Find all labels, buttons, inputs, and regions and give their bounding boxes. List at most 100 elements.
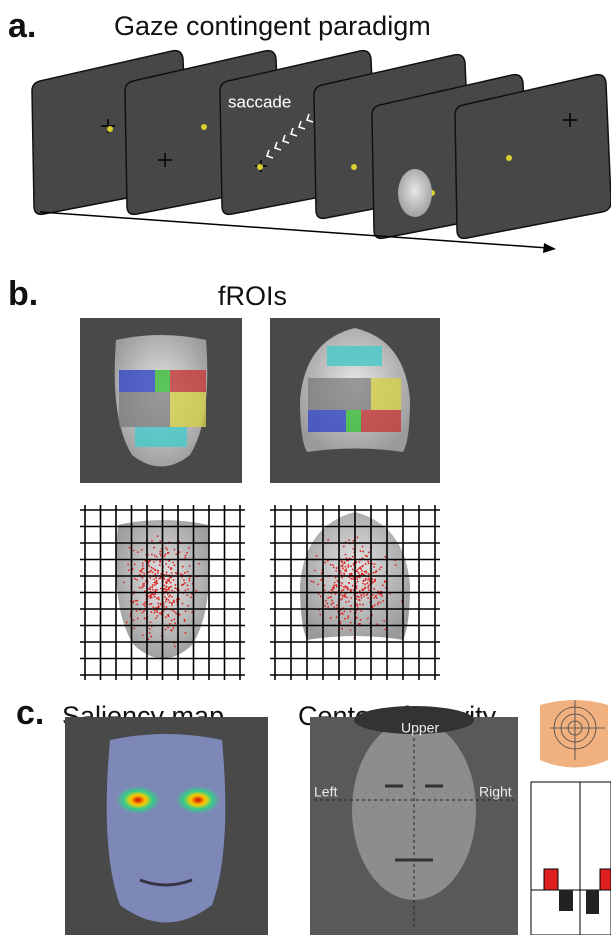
fixation-dot xyxy=(360,619,362,621)
fixation-dot xyxy=(326,603,328,605)
fixation-dot xyxy=(165,547,167,549)
fixation-dot xyxy=(171,590,173,592)
fixation-dot xyxy=(384,581,386,583)
fixation-dot xyxy=(324,605,326,607)
annotation: saccade xyxy=(228,92,291,111)
fixation-dot xyxy=(159,564,161,566)
fixation-dot xyxy=(350,605,352,607)
fixation-dot xyxy=(344,618,346,620)
fixation-dot xyxy=(342,595,344,597)
fixation-dot xyxy=(364,587,366,589)
fixation-dot xyxy=(383,620,385,622)
fixation-dot xyxy=(152,589,154,591)
fixation-dot xyxy=(364,571,366,573)
fixation-dot xyxy=(142,562,144,564)
fixation-dot xyxy=(342,613,344,615)
figure: a. Gaze contingent paradigm saccade b. f… xyxy=(0,0,611,935)
fixation-dot xyxy=(167,627,169,629)
fixation-dot xyxy=(376,597,378,599)
fixation-dot xyxy=(184,557,186,559)
fixation-dot xyxy=(367,560,369,562)
fixation-dot xyxy=(134,578,136,580)
fixation-dot xyxy=(352,585,354,587)
fixation-dot xyxy=(335,570,337,572)
fixation-dot xyxy=(365,563,367,565)
fixation-dot xyxy=(367,597,369,599)
fixation-dot xyxy=(361,588,363,590)
fixation-dot xyxy=(174,564,176,566)
fixation-dot xyxy=(167,614,169,616)
fixation-dot xyxy=(144,605,146,607)
fixation-dot xyxy=(379,568,381,570)
fixation-dot xyxy=(361,573,363,575)
fixation-dot xyxy=(136,600,138,602)
fixation-dot xyxy=(166,582,168,584)
fixation-dot xyxy=(340,585,342,587)
fixation-dot xyxy=(327,606,329,608)
fixation-dot xyxy=(171,602,173,604)
fixation-dot xyxy=(156,610,158,612)
fixation-dot xyxy=(172,562,174,564)
fixation-dot xyxy=(362,551,364,553)
fixation-dot xyxy=(395,564,397,566)
fixation-dot xyxy=(187,584,189,586)
fixation-dot xyxy=(324,589,326,591)
fixation-dot xyxy=(166,549,168,551)
direction-label: Upper xyxy=(401,720,439,736)
fixation-dot xyxy=(317,583,319,585)
fixation-dot xyxy=(357,596,359,598)
fixation-dot xyxy=(374,604,376,606)
fixation-dot xyxy=(153,578,155,580)
fixation-dot xyxy=(367,579,369,581)
fixation-dot xyxy=(345,570,347,572)
fixation-dot xyxy=(380,602,382,604)
fixation-dot xyxy=(151,567,153,569)
center-of-gravity xyxy=(310,706,518,935)
fixation-dot xyxy=(149,595,151,597)
fixation-dot xyxy=(345,601,347,603)
fixation-dot xyxy=(362,580,364,582)
fixation-dot xyxy=(382,584,384,586)
fixation-dot xyxy=(169,586,171,588)
fixation-dot xyxy=(151,611,153,613)
fixation-dot xyxy=(174,622,176,624)
fixation-dot xyxy=(166,598,168,600)
fixation-dot xyxy=(325,600,327,602)
fixation-dot xyxy=(373,566,375,568)
fixation-dot xyxy=(165,573,167,575)
fixation-dot xyxy=(345,554,347,556)
fixation-dot xyxy=(155,577,157,579)
fixation-dot xyxy=(164,578,166,580)
fixation-dot xyxy=(172,610,174,612)
fixation-dot xyxy=(356,617,358,619)
fixation-dot xyxy=(340,572,342,574)
fixation-dot xyxy=(152,606,154,608)
fixation-dot xyxy=(186,594,188,596)
fixation-dot xyxy=(166,585,168,587)
panel-label: b. xyxy=(8,275,38,313)
fixation-dot xyxy=(160,603,162,605)
fixation-dot xyxy=(154,610,156,612)
fixation-dot xyxy=(379,594,381,596)
fixation-dot xyxy=(347,617,349,619)
fixation-dot xyxy=(340,570,342,572)
fixation-dot xyxy=(151,540,153,542)
fixation-dot xyxy=(150,603,152,605)
fixation-dot xyxy=(174,646,176,648)
fixation-dot xyxy=(149,577,151,579)
fixation-dot xyxy=(165,553,167,555)
fixation-dot xyxy=(150,597,152,599)
fixation-dot xyxy=(367,618,369,620)
fixation-dot xyxy=(341,590,343,592)
fixation-dot xyxy=(313,581,315,583)
fixation-dot xyxy=(155,583,157,585)
fixation-dot xyxy=(343,611,345,613)
screens xyxy=(32,51,611,239)
fixation-dot xyxy=(336,616,338,618)
fixation-dot xyxy=(185,555,187,557)
fixation-dot xyxy=(165,616,167,618)
fixation-dot xyxy=(347,588,349,590)
fixation-dot xyxy=(153,594,155,596)
fixation-dot xyxy=(336,586,338,588)
fixation-dot xyxy=(157,572,159,574)
